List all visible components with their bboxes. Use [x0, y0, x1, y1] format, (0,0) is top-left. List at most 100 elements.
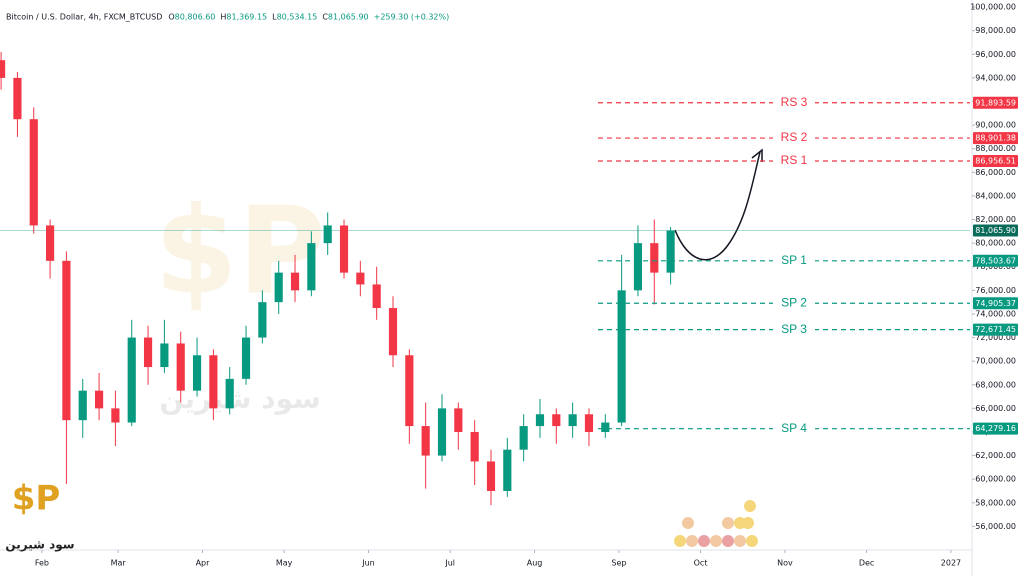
price-tag-bg [973, 422, 1018, 435]
candle-body [0, 60, 6, 78]
level-label: SP 2 [781, 295, 807, 309]
level-label: SP 4 [781, 421, 807, 435]
candle-body [160, 343, 169, 368]
watermark-text: سود شیرین [159, 382, 320, 415]
candle-body [290, 272, 300, 291]
candle-body [45, 225, 55, 261]
candle-body [650, 243, 659, 273]
candle-body [192, 355, 202, 391]
candle-body [388, 308, 398, 356]
candle-body [486, 461, 496, 491]
candle-body [437, 408, 447, 456]
y-tick-label: 86,000.00 [975, 168, 1016, 177]
candle-body [78, 390, 87, 421]
x-tick-label: Nov [777, 559, 793, 568]
level-label: RS 1 [781, 153, 808, 167]
ohlc-value: 80,534.15 [277, 13, 318, 22]
x-tick-label: Feb [35, 559, 49, 568]
y-tick-label: 96,000.00 [975, 50, 1016, 59]
x-tick-label: May [276, 559, 293, 568]
candle-body [519, 426, 528, 450]
level-label: RS 2 [781, 130, 808, 144]
logo: $P سود شیرین [5, 479, 74, 553]
candle-body [176, 343, 185, 391]
level-label-bg [773, 295, 815, 312]
ohlc-value: 81,065.90 [328, 13, 369, 22]
candle-body [307, 243, 316, 291]
y-tick-label: 80,000.00 [975, 239, 1016, 248]
level-label-bg [773, 153, 815, 170]
x-tick-label: 2027 [941, 559, 961, 568]
logo-text: سود شیرین [5, 538, 74, 553]
y-tick-label: 62,000.00 [975, 451, 1016, 460]
ohlc-value: 80,806.60 [175, 13, 216, 22]
watermark-mark: $P [154, 183, 325, 322]
candle-body [552, 414, 561, 427]
price-tag-bg [973, 132, 1018, 145]
candle-body [13, 77, 22, 120]
candle-body [274, 272, 283, 303]
y-tick-label: 90,000.00 [975, 121, 1016, 130]
last-price-tag: 81,065.90 [975, 226, 1016, 235]
candle-body [29, 119, 38, 226]
level-label: SP 3 [781, 322, 807, 336]
price-tag-bg [973, 297, 1018, 310]
logo-mark: $P [12, 479, 61, 519]
y-tick-label: 100,000.00 [970, 3, 1016, 12]
candle-body [241, 337, 251, 379]
candle-body [323, 225, 332, 244]
candle-body [209, 355, 218, 409]
x-tick-label: Dec [859, 559, 874, 568]
ohlc-key: L [272, 13, 277, 22]
candle-body [584, 414, 594, 432]
candle-body [617, 290, 626, 423]
price-tag: 86,956.51 [975, 157, 1016, 166]
level-label: SP 1 [781, 253, 807, 267]
y-tick-label: 82,000.00 [975, 215, 1016, 224]
y-tick-label: 70,000.00 [975, 357, 1016, 366]
candle-body [568, 414, 577, 427]
x-tick-label: Sep [611, 559, 626, 568]
x-tick-label: Jul [444, 559, 455, 568]
candle-body [633, 243, 643, 291]
level-label-bg [773, 252, 815, 269]
y-tick-label: 68,000.00 [975, 380, 1016, 389]
ohlc-value: 81,369.15 [226, 13, 267, 22]
x-tick-label: Oct [694, 559, 708, 568]
candle-body [454, 408, 463, 432]
price-tag-bg [973, 254, 1018, 267]
y-tick-label: 98,000.00 [975, 26, 1016, 35]
candle-body [111, 408, 120, 423]
candle-body [405, 355, 414, 427]
y-tick-label: 76,000.00 [975, 286, 1016, 295]
price-tag-bg [973, 323, 1018, 336]
y-tick-label: 72,000.00 [975, 333, 1016, 342]
price-tag: 78,503.67 [975, 256, 1016, 265]
price-tag: 91,893.59 [975, 98, 1016, 107]
y-tick-label: 94,000.00 [975, 73, 1016, 82]
price-tag: 72,671.45 [975, 325, 1016, 334]
level-label: RS 3 [781, 95, 808, 109]
candle-body [143, 337, 153, 368]
event-icons [674, 500, 758, 547]
candle-body [62, 260, 71, 421]
y-tick-label: 56,000.00 [975, 522, 1016, 531]
x-tick-label: Aug [527, 559, 543, 568]
candle-body [535, 414, 545, 427]
candle-body [421, 426, 430, 456]
projection-arrow [674, 151, 761, 261]
x-tick-label: Jun [361, 559, 375, 568]
price-tag-bg [973, 155, 1018, 168]
ohlc-key: C [322, 13, 328, 22]
candle-body [601, 422, 610, 432]
level-label-bg [773, 321, 815, 338]
candle-body [372, 284, 381, 309]
price-tag-bg [973, 224, 1018, 237]
x-tick-label: Mar [111, 559, 127, 568]
watermark: $P سود شیرین [154, 183, 325, 415]
y-tick-label: 88,000.00 [975, 144, 1016, 153]
candle-body [94, 390, 104, 409]
